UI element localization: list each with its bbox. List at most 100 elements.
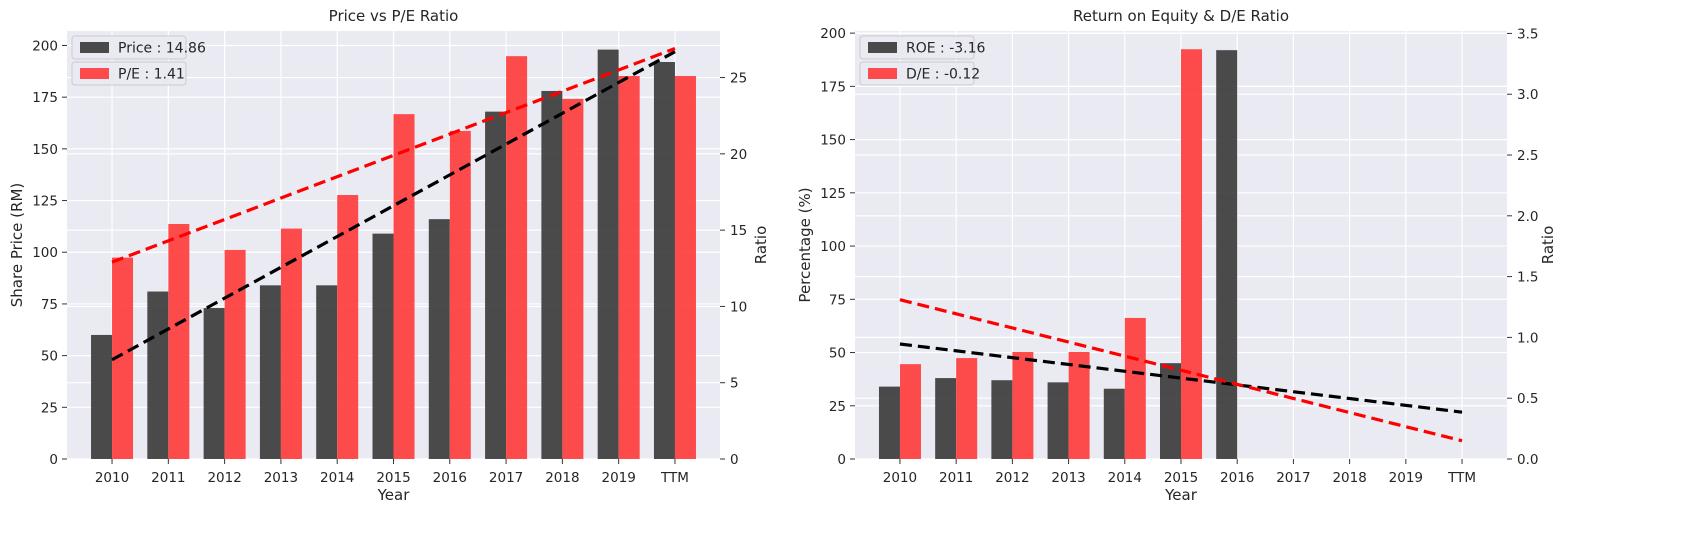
bar-secondary: [337, 195, 359, 460]
x-tick-label: 2015: [1164, 470, 1198, 486]
y2-tick-label: 0.0: [1517, 452, 1538, 468]
y2-tick-label: 1.0: [1517, 330, 1538, 346]
y2-tick-label: 25: [730, 71, 747, 87]
y-tick-label: 50: [829, 346, 846, 362]
x-tick-label: 2016: [433, 470, 467, 486]
ticks: 0 25 50 75 100 125 150 175 200 0.0 0.5 1.0 1.5 2.0 2.5…: [820, 26, 1538, 486]
y-axis-label: Percentage (%): [796, 187, 814, 302]
y-tick-label: 150: [820, 133, 846, 149]
bar-secondary: [562, 98, 584, 459]
bar-secondary: [393, 114, 415, 460]
trendlines: [899, 298, 1463, 443]
y-tick-label: 175: [32, 90, 58, 106]
bar-primary: [597, 49, 619, 459]
y-tick-label: 75: [41, 297, 58, 313]
x-tick-label: TTM: [1447, 470, 1476, 486]
y2-axis-label: Ratio: [1539, 226, 1557, 265]
bar-primary: [1047, 382, 1069, 459]
bar-primary: [259, 285, 281, 459]
bar-secondary: [956, 358, 978, 459]
legend-swatch-secondary: [868, 68, 897, 79]
x-tick-label: 2016: [1220, 470, 1254, 486]
y2-tick-label: 2.5: [1517, 148, 1538, 164]
y2-tick-label: 3.5: [1517, 26, 1538, 42]
x-tick-label: 2013: [1051, 470, 1085, 486]
bar-secondary: [224, 249, 246, 459]
bar-primary: [372, 233, 394, 459]
y2-axis-label: Ratio: [752, 226, 770, 265]
chart-title: Price vs P/E Ratio: [329, 7, 459, 25]
bar-secondary: [1124, 317, 1146, 459]
bar-secondary: [1012, 352, 1034, 459]
bar-primary: [1216, 50, 1238, 459]
bar-secondary: [280, 228, 302, 459]
y2-tick-label: 2.0: [1517, 209, 1538, 225]
y-tick-label: 100: [32, 245, 58, 261]
y-tick-label: 0: [49, 452, 58, 468]
legend: Price : 14.86 P/E : 1.41: [71, 35, 206, 86]
bar-secondary: [899, 364, 921, 459]
bar-primary: [91, 334, 113, 459]
bars: [91, 49, 696, 460]
legend-swatch-secondary: [80, 68, 109, 79]
trendline-secondary: [111, 47, 676, 264]
x-tick-label: TTM: [660, 470, 689, 486]
bar-primary: [316, 285, 338, 459]
x-tick-label: 2019: [601, 470, 635, 486]
x-tick-label: 2017: [1276, 470, 1310, 486]
x-axis-label: Year: [1164, 486, 1198, 504]
trendline-secondary: [899, 298, 1463, 443]
y-tick-label: 0: [837, 452, 846, 468]
bar-primary: [428, 219, 450, 459]
y-tick-label: 175: [820, 79, 846, 95]
bar-primary: [485, 111, 507, 459]
legend-label-secondary: P/E : 1.41: [118, 67, 185, 83]
bar-primary: [1160, 363, 1181, 459]
legend-entry-box: [859, 35, 975, 60]
bars: [878, 49, 1238, 459]
trendlines: [111, 47, 676, 362]
y2-tick-label: 0.5: [1517, 391, 1538, 407]
bar-primary: [541, 90, 563, 459]
y-tick-label: 200: [820, 26, 846, 42]
bar-primary: [203, 308, 225, 459]
legend-swatch-primary: [868, 42, 897, 53]
x-tick-label: 2013: [264, 470, 298, 486]
y-axis-label: Share Price (RM): [8, 183, 26, 307]
y-tick-label: 125: [32, 194, 58, 210]
legend-label-secondary: D/E : -0.12: [906, 67, 980, 83]
legend-entry-box: [71, 35, 187, 60]
bar-primary: [147, 291, 169, 459]
y2-tick-label: 10: [730, 299, 747, 315]
roe-de-chart: 0 25 50 75 100 125 150 175 200 0.0 0.5 1.0 1.5 2.0 2.5…: [796, 7, 1557, 504]
y-tick-label: 75: [829, 292, 846, 308]
bar-secondary: [112, 257, 134, 459]
x-tick-label: 2011: [939, 470, 973, 486]
bar-secondary: [168, 224, 190, 459]
x-tick-label: 2017: [489, 470, 523, 486]
x-axis-label: Year: [377, 486, 411, 504]
x-tick-label: 2018: [545, 470, 579, 486]
y-tick-label: 200: [32, 38, 58, 54]
trendline-primary: [899, 342, 1463, 414]
legend-label-primary: ROE : -3.16: [906, 41, 986, 57]
y-tick-label: 100: [820, 239, 846, 255]
bar-primary: [991, 380, 1013, 459]
bar-secondary: [618, 76, 640, 459]
x-tick-label: 2010: [95, 470, 129, 486]
y-tick-label: 25: [829, 399, 846, 415]
bar-primary: [653, 62, 675, 459]
legend-entry-box: [859, 61, 975, 86]
bar-secondary: [506, 56, 528, 459]
legend: ROE : -3.16 D/E : -0.12: [859, 35, 986, 86]
bar-secondary: [1181, 49, 1202, 459]
bar-primary: [1103, 388, 1125, 459]
x-tick-label: 2015: [376, 470, 410, 486]
x-tick-label: 2011: [151, 470, 185, 486]
legend-label-primary: Price : 14.86: [118, 41, 206, 57]
bar-secondary: [674, 76, 696, 459]
legend-swatch-primary: [80, 42, 109, 53]
x-tick-label: 2014: [320, 470, 354, 486]
y-tick-label: 125: [820, 186, 846, 202]
